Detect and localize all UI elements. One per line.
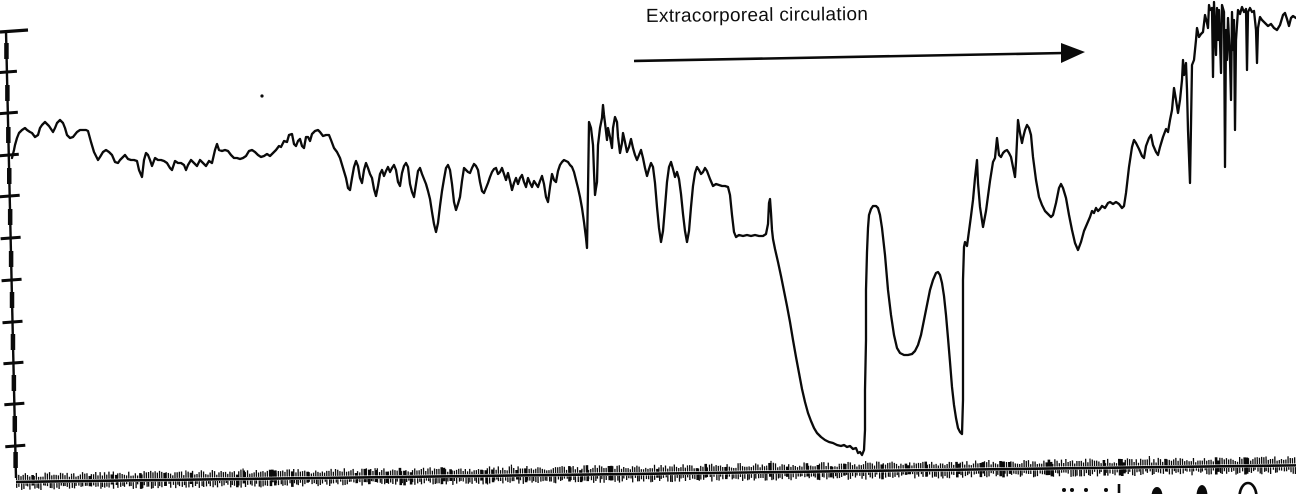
y-axis [0, 28, 29, 479]
signal-trace [10, 0, 1296, 457]
bottom-right-marks [1062, 481, 1258, 494]
scan-artifact-dot [260, 94, 264, 98]
annotation-extracorporeal-circulation: Extracorporeal circulation [645, 4, 869, 27]
x-axis-band [15, 456, 1296, 491]
annotation-arrow [633, 43, 1085, 63]
